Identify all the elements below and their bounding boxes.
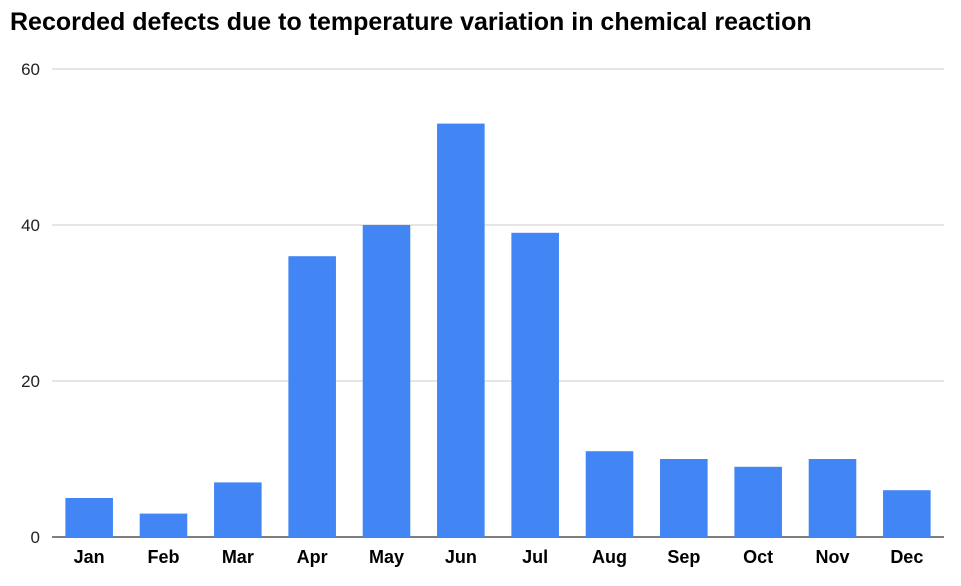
bar-feb — [139, 513, 188, 537]
x-tick-label: Nov — [815, 547, 849, 567]
bar-mar — [214, 482, 262, 537]
gridlines — [52, 68, 944, 538]
y-tick-label: 40 — [21, 216, 40, 235]
x-tick-label: Aug — [592, 547, 627, 567]
x-tick-label: Apr — [297, 547, 328, 567]
y-tick-label: 60 — [21, 60, 40, 79]
x-tick-label: Dec — [890, 547, 923, 567]
y-tick-label: 20 — [21, 372, 40, 391]
bar-may — [362, 225, 411, 537]
bars — [65, 123, 931, 538]
bar-nov — [808, 459, 857, 537]
bar-dec — [883, 490, 931, 537]
x-tick-label: Jul — [522, 547, 548, 567]
bar-jan — [65, 498, 113, 537]
bar-jun — [437, 123, 485, 537]
y-tick-label: 0 — [31, 528, 40, 547]
bar-aug — [585, 451, 634, 537]
bar-jul — [511, 232, 559, 538]
x-tick-label: Feb — [147, 547, 179, 567]
x-tick-label: Sep — [667, 547, 700, 567]
x-tick-label: Jan — [74, 547, 105, 567]
bar-apr — [288, 256, 336, 537]
bar-oct — [734, 466, 782, 537]
bar-sep — [660, 459, 708, 537]
y-axis-ticks: 0 20 40 60 — [21, 60, 40, 547]
x-tick-label: Jun — [445, 547, 477, 567]
chart-title: Recorded defects due to temperature vari… — [10, 8, 812, 36]
x-tick-label: Oct — [743, 547, 773, 567]
x-axis-ticks: Jan Feb Mar Apr May Jun Jul Aug Sep Oct Nov Dec — [74, 547, 924, 567]
x-tick-label: Mar — [222, 547, 254, 567]
x-tick-label: May — [369, 547, 404, 567]
